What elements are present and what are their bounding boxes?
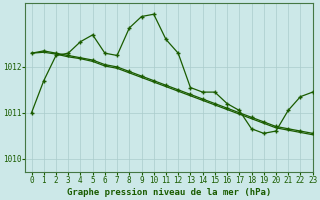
X-axis label: Graphe pression niveau de la mer (hPa): Graphe pression niveau de la mer (hPa): [67, 188, 271, 197]
